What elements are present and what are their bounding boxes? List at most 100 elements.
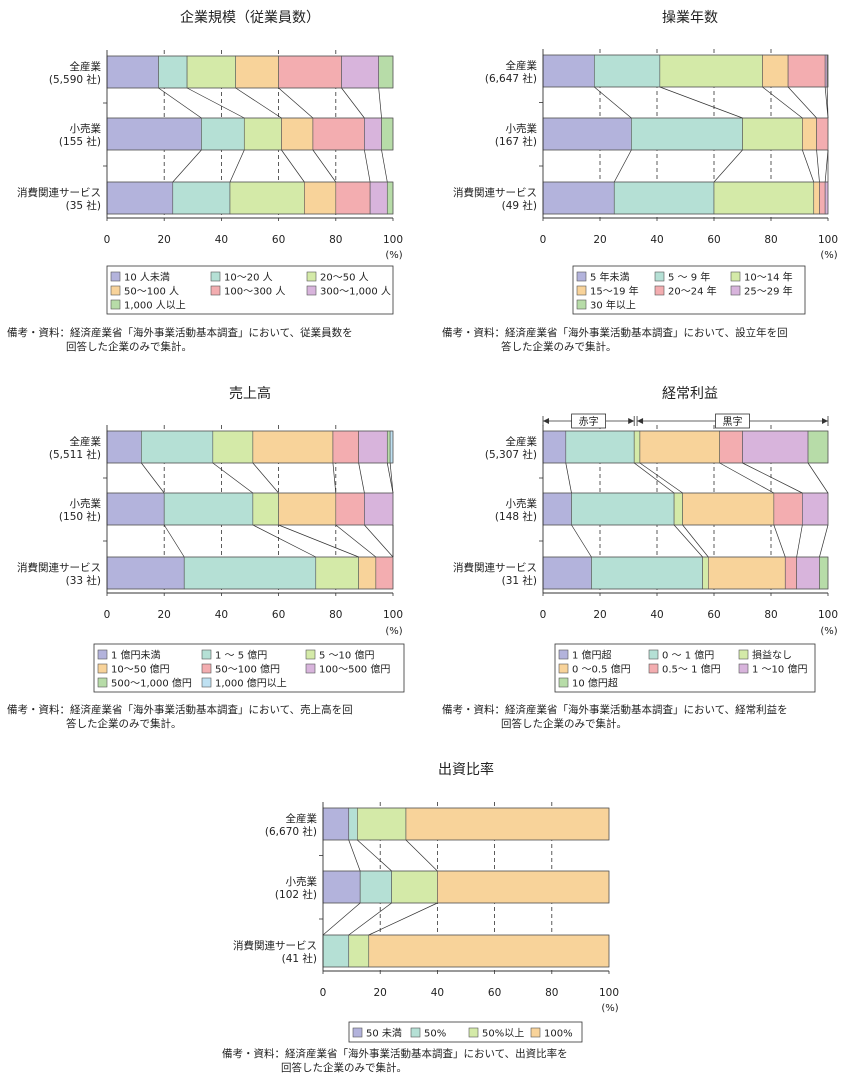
bar-segment [707, 556, 786, 590]
connector-line [335, 524, 377, 558]
legend-swatch [730, 271, 741, 282]
bar-segment [742, 117, 803, 151]
legend-label: 50%以上 [482, 1028, 524, 1040]
x-unit-label: (%) [385, 626, 402, 637]
connector-line [386, 462, 394, 494]
x-tick-label: 0 [104, 609, 111, 621]
connector-line [773, 524, 786, 558]
bar-segment [375, 556, 394, 590]
legend-swatch [576, 299, 587, 310]
connector-line [633, 462, 675, 494]
legend-swatch [201, 649, 212, 660]
bar-segment [106, 181, 174, 215]
bar-segment [322, 807, 350, 841]
category-count: (5,307 社) [485, 448, 537, 461]
legend-swatch [730, 285, 741, 296]
bar-segment [278, 55, 342, 89]
legend-label: 5 〜 9 年 [668, 271, 710, 284]
bar-segment [386, 181, 394, 215]
bar-segment [542, 117, 632, 151]
legend-label: 10〜14 年 [744, 271, 793, 284]
connector-line [819, 524, 829, 558]
bar-segment [631, 117, 743, 151]
legend-label: 損益なし [752, 649, 792, 662]
category-label: 全産業 [286, 812, 318, 825]
category-label: 消費関連サービス [453, 186, 537, 199]
bar-segment [437, 870, 610, 904]
legend-swatch [97, 663, 108, 674]
legend-swatch [558, 663, 569, 674]
connector-line [278, 524, 359, 558]
connector-line [807, 462, 829, 494]
x-tick-label: 20 [158, 609, 171, 621]
bar-segment [335, 492, 365, 526]
x-tick-label: 60 [272, 234, 285, 246]
legend-label: 5 〜10 億円 [319, 649, 374, 662]
legend-swatch [738, 649, 749, 660]
bar-segment [243, 117, 282, 151]
legend-swatch [306, 271, 317, 282]
bar-segment [713, 181, 815, 215]
chart-title: 売上高 [229, 385, 271, 402]
bar-segment [659, 54, 763, 88]
connector-line [212, 462, 254, 494]
bar-segment [358, 556, 377, 590]
connector-line [565, 462, 572, 494]
bar-segment [229, 181, 305, 215]
legend-swatch [654, 285, 665, 296]
bar-segment [542, 492, 572, 526]
x-tick-label: 60 [272, 609, 285, 621]
bar-segment [348, 807, 358, 841]
bar-segment [542, 556, 592, 590]
category-label: 消費関連サービス [17, 186, 101, 199]
connector-line [639, 462, 683, 494]
legend-label: 100% [544, 1029, 573, 1040]
bar-segment [593, 54, 661, 88]
bar-segment [106, 117, 202, 151]
bar-segment [106, 55, 159, 89]
legend-swatch [558, 649, 569, 660]
legend-swatch [654, 271, 665, 282]
connector-line [281, 149, 305, 183]
bar-segment [633, 430, 641, 464]
bar-segment [824, 181, 829, 215]
bar-segment [639, 430, 721, 464]
connector-line [816, 149, 820, 183]
legend-box [93, 643, 405, 693]
bar-segment [369, 181, 388, 215]
x-tick-label: 0 [104, 234, 111, 246]
chart-note-line: 答した企業のみで集計。 [66, 717, 182, 730]
connector-line [358, 462, 365, 494]
bar-segment [335, 181, 371, 215]
bar-segment [816, 117, 829, 151]
category-label: 全産業 [506, 435, 538, 448]
legend-swatch [648, 649, 659, 660]
x-tick-label: 40 [650, 234, 663, 246]
category-count: (6,647 社) [485, 72, 537, 85]
chart-title: 企業規模（従業員数） [180, 9, 320, 26]
x-tick-label: 80 [329, 234, 342, 246]
legend-label: 50% [424, 1029, 446, 1040]
bar-segment [542, 430, 567, 464]
category-count: (167 社) [495, 135, 537, 148]
x-unit-label: (%) [601, 1003, 618, 1014]
bar-segment [357, 807, 407, 841]
connector-line [364, 524, 394, 558]
legend-label: 50 未満 [366, 1028, 402, 1040]
chart-note-line: 回答した企業のみで集計。 [281, 1061, 407, 1074]
legend-label: 5 年未満 [590, 271, 630, 284]
legend-swatch [558, 677, 569, 688]
bar-segment [819, 181, 826, 215]
connector-line [278, 87, 314, 119]
bar-segment [172, 181, 231, 215]
legend-label: 50〜100 億円 [215, 663, 280, 676]
bar-segment [542, 54, 595, 88]
bar-segment [364, 117, 382, 151]
x-unit-label: (%) [385, 250, 402, 261]
x-tick-label: 60 [707, 609, 720, 621]
connector-line [381, 149, 388, 183]
bar-segment [391, 870, 438, 904]
legend-swatch [110, 299, 121, 310]
bar-segment [378, 55, 394, 89]
